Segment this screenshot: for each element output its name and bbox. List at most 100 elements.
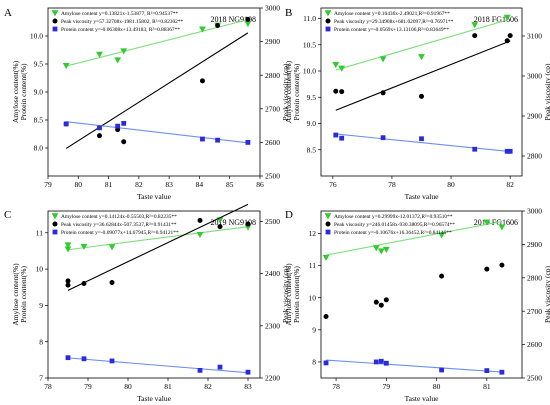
data-point-triangle <box>332 61 340 69</box>
data-point-triangle <box>199 26 206 33</box>
y-right-tick-label: 2900 <box>265 37 280 46</box>
y-left-tick-label: 8.5 <box>307 145 317 154</box>
fit-line-triangle <box>335 19 508 71</box>
data-point-square <box>200 136 205 142</box>
y-right-axis-title: Peak viscosity (cp) <box>281 63 290 121</box>
panel-letter: A <box>4 7 12 19</box>
x-axis-title: Taste value <box>137 394 172 403</box>
y-right-tick-label: 2300 <box>265 321 280 330</box>
data-point-square <box>419 136 424 142</box>
x-tick-label: 82 <box>135 180 143 189</box>
data-point-circle <box>323 314 329 320</box>
y-left-tick-label: 8.0 <box>34 144 44 153</box>
y-left-tick-label: 10.0 <box>30 32 43 41</box>
x-tick-label: 82 <box>204 382 212 391</box>
y-left-tick-label: 12 <box>309 229 317 238</box>
data-point-circle <box>217 224 223 230</box>
data-point-triangle <box>372 245 380 252</box>
panel-tag: 2018 NG9108 <box>210 15 256 24</box>
fit-line-circle <box>67 203 249 291</box>
legend-marker-square <box>52 229 58 235</box>
y-right-tick-label: 3100 <box>527 32 542 41</box>
fit-line-triangle <box>325 220 503 256</box>
y-right-tick-label: 3000 <box>527 207 542 216</box>
data-point-triangle <box>244 224 252 231</box>
data-point-circle <box>419 93 424 99</box>
x-tick-label: 81 <box>164 382 172 391</box>
y-left-axis-title: Protein content(%) <box>292 266 301 323</box>
data-point-circle <box>339 89 345 95</box>
legend-entry: Protein content y=-0.09077x+14.67945,R²=… <box>61 230 179 236</box>
y-left-axis-title: Amylose content(%) <box>284 263 293 326</box>
x-tick-label: 80 <box>75 180 83 189</box>
plot-frame <box>320 210 523 379</box>
data-point-circle <box>499 262 505 268</box>
y-right-axis-title: Peak viscosity (cp) <box>281 265 290 323</box>
x-tick-label: 83 <box>165 180 173 189</box>
data-point-triangle <box>64 246 72 253</box>
legend-entry: Protein content y=-0.10676x+16.36452,R²=… <box>334 230 452 236</box>
y-left-tick-label: 9 <box>312 325 316 334</box>
data-point-square <box>383 360 389 366</box>
y-right-axis-title: Peak viscosity (cp) <box>543 265 550 323</box>
data-point-square <box>109 358 115 364</box>
data-point-square <box>197 367 203 373</box>
data-point-triangle <box>379 56 387 63</box>
data-point-triangle <box>471 22 479 29</box>
x-tick-label: 78 <box>332 382 340 391</box>
data-point-square <box>472 146 478 152</box>
fit-line-circle <box>65 32 249 149</box>
y-right-tick-label: 2600 <box>265 138 280 147</box>
data-point-circle <box>109 279 115 285</box>
panel-a: A 2018 NG9108 79 80 81 82 83 84 85 86 8.0 8.5 9.0 9.5… <box>4 4 290 201</box>
data-point-triangle <box>80 243 88 250</box>
legend-entry: Peak viscosity y=246.01458x-930.38095,R²… <box>334 222 455 228</box>
data-point-square <box>245 369 251 375</box>
legend-marker-triangle <box>51 213 59 220</box>
legend-entry: Amylose content y=0.29999x-12.01372,R²=0… <box>334 214 453 220</box>
y-left-tick-label: 10.5 <box>303 40 316 49</box>
fit-line-square <box>325 359 502 373</box>
x-tick-label: 79 <box>84 382 92 391</box>
data-point-square <box>63 121 69 127</box>
legend-marker-circle <box>325 18 331 24</box>
data-point-circle <box>65 278 71 284</box>
y-right-tick-label: 2700 <box>265 104 280 113</box>
legend-marker-circle <box>52 18 58 24</box>
x-tick-label: 83 <box>244 382 252 391</box>
legend-marker-square <box>325 26 331 32</box>
y-left-tick-label: 9 <box>39 301 43 310</box>
y-right-tick-label: 3000 <box>527 72 542 81</box>
y-left-axis-title: Amylose content(%) <box>11 263 20 326</box>
y-left-tick-label: 10 <box>36 265 44 274</box>
data-point-triangle <box>377 248 385 255</box>
x-tick-label: 79 <box>383 382 391 391</box>
data-point-triangle <box>64 242 72 249</box>
data-point-circle <box>245 16 251 22</box>
data-point-triangle <box>338 65 346 72</box>
y-right-tick-label: 2900 <box>527 240 542 249</box>
fit-line-circle <box>335 40 511 111</box>
data-point-square <box>380 135 386 141</box>
data-point-circle <box>380 90 386 96</box>
x-tick-label: 81 <box>105 180 113 189</box>
y-right-tick-label: 2500 <box>265 217 280 226</box>
legend-marker-square <box>52 26 58 32</box>
y-left-tick-label: 9.0 <box>34 88 44 97</box>
data-point-square <box>339 135 345 141</box>
fit-line-square <box>335 133 511 153</box>
data-point-circle <box>215 22 221 28</box>
data-point-circle <box>81 281 87 287</box>
data-point-square <box>115 123 121 129</box>
y-right-axis-title: Peak viscosity (cp) <box>543 63 550 121</box>
data-point-circle <box>65 282 71 288</box>
fit-line-square <box>67 357 249 374</box>
legend-entry: Amylose content y=0.13821x-1.53877, R²=0… <box>61 11 178 17</box>
data-point-triangle <box>108 244 116 251</box>
y-left-axis-title: Protein content(%) <box>292 63 301 120</box>
x-tick-label: 80 <box>433 382 441 391</box>
data-point-triangle <box>418 54 425 61</box>
legend-marker-triangle <box>324 213 332 220</box>
